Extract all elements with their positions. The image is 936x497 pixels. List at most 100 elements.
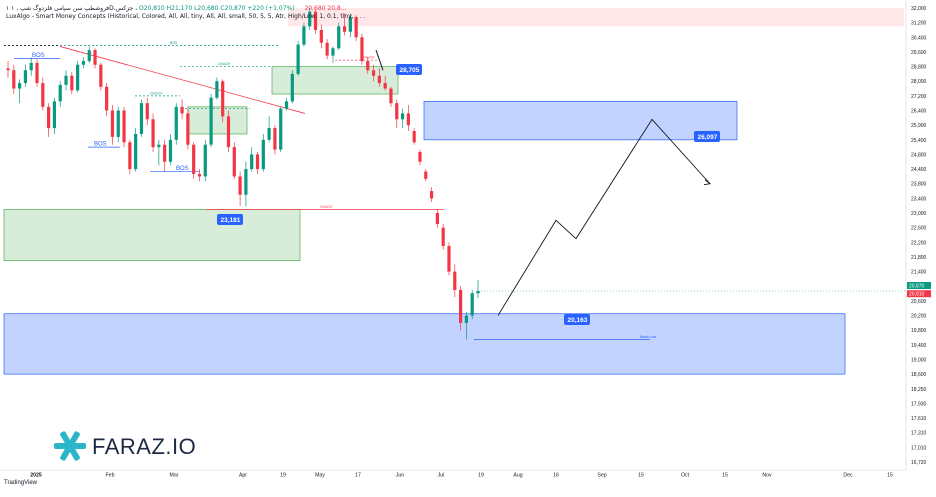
price-callout	[217, 214, 243, 225]
candle-body	[197, 173, 202, 177]
y-tick-label: 19,400	[911, 343, 927, 349]
y-tick-label: 21,800	[911, 255, 927, 261]
candle-body	[203, 144, 207, 177]
indicator-settings[interactable]: LuxAlgo - Smart Money Concepts (Historic…	[6, 13, 366, 20]
y-tick-label: 26,400	[911, 109, 927, 115]
current-price-tag	[907, 290, 931, 298]
candle-body	[23, 70, 28, 84]
candle-body	[168, 139, 173, 162]
x-tick-label: 19	[478, 473, 484, 479]
candle-body	[174, 106, 178, 140]
x-tick-label: May	[315, 473, 325, 479]
y-tick-label: 18,250	[911, 387, 927, 393]
price-callout	[564, 314, 590, 325]
y-tick-label: 17,310	[911, 431, 927, 437]
ohlc-values: O20,810 H21,170 L20,680 C20,870 +220 (+1…	[139, 5, 295, 12]
candle-body	[122, 110, 126, 143]
candle-body	[139, 103, 144, 134]
y-tick-label: 19,000	[911, 357, 927, 363]
premium-zone	[288, 8, 904, 27]
candle-body	[209, 97, 213, 145]
candle-body	[18, 83, 22, 89]
candle-body	[429, 191, 434, 199]
candle-body	[99, 64, 103, 87]
x-tick-label: Jun	[396, 473, 404, 479]
candle-body	[64, 75, 68, 85]
current-price-tag-label: 20,810	[909, 292, 925, 298]
x-tick-label: 16	[553, 473, 559, 479]
y-tick-label: 23,000	[911, 211, 927, 217]
structure-label: BOS	[32, 53, 45, 59]
x-tick-label: 15	[887, 473, 893, 479]
candle-body	[348, 17, 352, 32]
y-tick-label: 20,600	[911, 299, 927, 305]
price-callout-label: 23,181	[221, 217, 241, 224]
candle-body	[192, 144, 196, 174]
candle-body	[319, 29, 323, 43]
price-callout-label: 20,163	[568, 317, 588, 324]
y-tick-label: 17,930	[911, 401, 927, 407]
logo-icon	[54, 431, 86, 461]
y-tick-label: 20,200	[911, 314, 927, 320]
structure-label: BOS	[170, 41, 178, 45]
y-tick-label: 17,610	[911, 416, 927, 422]
candle-body	[308, 11, 312, 27]
candle-body	[424, 171, 428, 179]
x-tick-label: Jul	[438, 473, 445, 479]
candle-body	[470, 293, 474, 316]
tradingview-badge[interactable]: TradingView	[4, 480, 38, 486]
price-callout	[694, 131, 720, 142]
y-tick-label: 22,600	[911, 226, 927, 232]
candle-body	[128, 142, 132, 170]
x-tick-label: Mar	[170, 473, 179, 479]
candle-body	[354, 17, 358, 38]
candle-body	[52, 101, 57, 129]
projection-path	[497, 118, 711, 316]
candle-body	[221, 81, 225, 117]
x-tick-label: Oct	[681, 473, 690, 479]
projection-arrowhead	[703, 179, 712, 186]
y-tick-label: 17,010	[911, 445, 927, 451]
candle-body	[76, 64, 80, 91]
indicator-header: LuxAlgo - Smart Money Concepts (Historic…	[6, 13, 365, 20]
y-tick-label: 25,900	[911, 123, 927, 129]
candle-body	[331, 48, 335, 56]
structure-label: BOS	[94, 142, 107, 148]
x-tick-label: Apr	[239, 473, 247, 479]
candle-body	[6, 68, 10, 71]
price-callout-label: 26,097	[698, 134, 718, 141]
x-tick-label: 2025	[30, 473, 42, 479]
y-tick-label: 24,400	[911, 167, 927, 173]
candle-body	[29, 62, 33, 71]
candle-body	[186, 113, 190, 145]
candle-body	[163, 144, 167, 162]
candle-body	[116, 110, 120, 137]
candle-body	[412, 131, 416, 143]
y-tick-label: 23,400	[911, 196, 927, 202]
structure-label: Weak Low	[640, 335, 657, 339]
candle-body	[476, 291, 480, 294]
brand-logo: FARAZ.IO	[52, 428, 196, 464]
candle-body	[261, 139, 265, 170]
current-price-tag-label: 20,870	[909, 284, 925, 290]
x-tick-label: Sep	[597, 473, 606, 479]
x-tick-label: 19	[280, 473, 286, 479]
y-tick-label: 27,200	[911, 94, 927, 100]
candle-body	[441, 227, 445, 246]
candle-body	[325, 42, 329, 56]
candle-body	[244, 169, 248, 195]
y-tick-label: 22,200	[911, 240, 927, 246]
candle-body	[296, 44, 300, 74]
candle-body	[12, 70, 16, 89]
symbol-title: ۱ فروشطپ سن سپامی فلزدوگ شپ ، ۱D،جزکس ،	[6, 5, 138, 12]
candle-body	[342, 26, 347, 32]
candle-body	[400, 113, 405, 120]
candle-body	[371, 70, 376, 76]
candle-body	[284, 101, 289, 109]
candle-body	[302, 26, 306, 45]
inline-values: 20,680 20,8...	[304, 5, 347, 12]
structure-label: CHoCH	[218, 62, 231, 66]
brand-name: FARAZ.IO	[92, 434, 197, 459]
